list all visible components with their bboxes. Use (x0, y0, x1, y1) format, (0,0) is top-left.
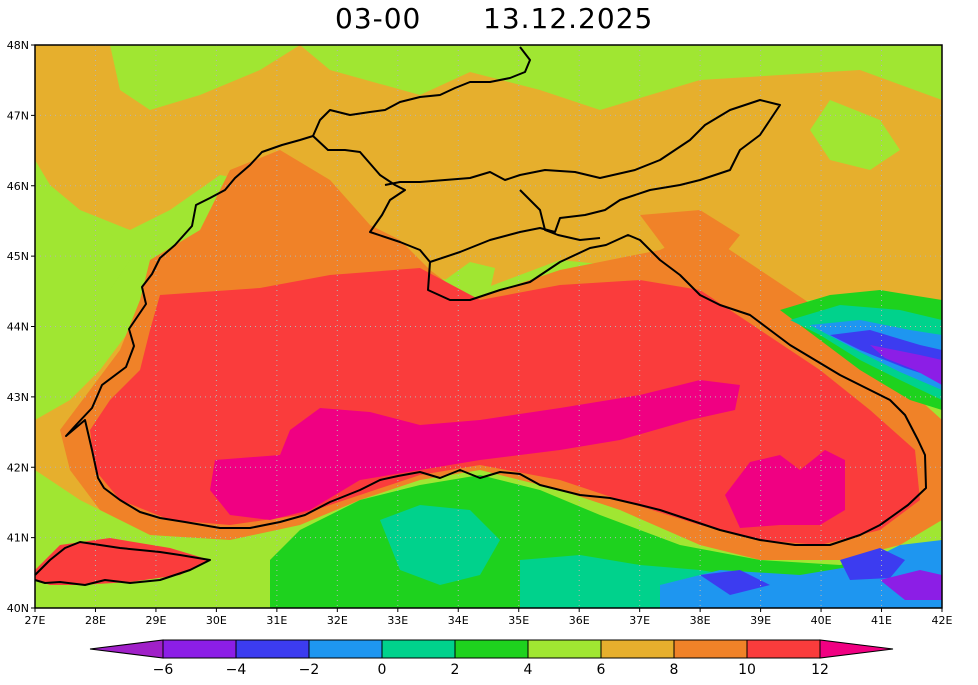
lon-tick-label: 27E (25, 614, 46, 627)
lon-tick-label: 42E (932, 614, 953, 627)
lat-tick-label: 43N (7, 391, 29, 404)
lat-tick-label: 41N (7, 532, 29, 545)
temperature-field (35, 45, 942, 608)
lon-tick-label: 39E (750, 614, 771, 627)
colorbar-bin (819, 639, 894, 659)
colorbar-label: 0 (378, 662, 387, 678)
coastline-path (312, 46, 531, 137)
field-teal-1 (380, 505, 500, 585)
lon-tick-label: 41E (871, 614, 892, 627)
colorbar-label: −4 (226, 662, 247, 678)
colorbar-label: 10 (738, 662, 756, 678)
colorbar-label: 2 (451, 662, 460, 678)
colorbar-label: 4 (524, 662, 533, 678)
colorbar-label: 6 (597, 662, 606, 678)
lon-tick-label: 33E (387, 614, 408, 627)
lon-tick-label: 40E (811, 614, 832, 627)
lat-tick-label: 40N (7, 602, 29, 615)
lon-tick-label: 34E (448, 614, 469, 627)
coastline-path (65, 135, 927, 546)
colorbar-label: −6 (153, 662, 174, 678)
title-date: 13.12.2025 (483, 2, 654, 35)
colorbar-bin (454, 639, 529, 659)
colorbar-bin (527, 639, 602, 659)
field-green-w (35, 185, 130, 300)
coastline (34, 46, 927, 586)
lon-tick-label: 28E (85, 614, 106, 627)
colorbar-bin (600, 639, 675, 659)
colorbar-label: 12 (811, 662, 829, 678)
lon-tick-label: 32E (327, 614, 348, 627)
lat-tick-label: 48N (7, 39, 29, 52)
field-blue-s2 (840, 548, 905, 580)
lon-tick-label: 38E (690, 614, 711, 627)
lon-tick-label: 29E (145, 614, 166, 627)
colorbar-bin (673, 639, 748, 659)
colorbar-label: 8 (670, 662, 679, 678)
lon-tick-label: 37E (629, 614, 650, 627)
map-title: 03-00 13.12.2025 (0, 2, 978, 40)
lon-tick-label: 31E (266, 614, 287, 627)
colorbar: −6 −4 −2 0 2 4 6 8 10 12 (89, 639, 894, 678)
field-magenta-east (725, 450, 845, 528)
lon-tick-label: 30E (206, 614, 227, 627)
field-green-ne (810, 100, 900, 170)
colorbar-bin (381, 639, 456, 659)
field-red-marmara (35, 538, 210, 585)
colorbar-bin (746, 639, 821, 659)
field-green-nw (110, 45, 300, 110)
coastline-path (384, 99, 781, 263)
coastline-path (34, 541, 211, 586)
lat-tick-label: 46N (7, 180, 29, 193)
colorbar-bin (89, 639, 164, 659)
title-time: 03-00 (335, 2, 422, 35)
colorbar-bin (162, 639, 237, 659)
field-orange-azov-east (640, 210, 740, 260)
lon-tick-label: 36E (569, 614, 590, 627)
lat-tick-label: 44N (7, 321, 29, 334)
field-violet-s (880, 570, 942, 600)
colorbar-bin (235, 639, 310, 659)
field-magenta-core (210, 380, 740, 520)
lat-tick-label: 45N (7, 250, 29, 263)
lat-tick-label: 42N (7, 461, 29, 474)
lon-tick-label: 35E (508, 614, 529, 627)
lat-tick-label: 47N (7, 109, 29, 122)
colorbar-label: −2 (299, 662, 320, 678)
axis-ticks: 27E 28E 29E 30E 31E 32E 33E 34E 35E 36E 37E 38E 39E 4… (7, 39, 953, 627)
field-violet-caucasus (870, 345, 942, 385)
field-blue-s1 (700, 570, 770, 595)
colorbar-bin (308, 639, 383, 659)
coastline-path (519, 189, 601, 241)
lat-lon-gridlines (35, 45, 942, 608)
